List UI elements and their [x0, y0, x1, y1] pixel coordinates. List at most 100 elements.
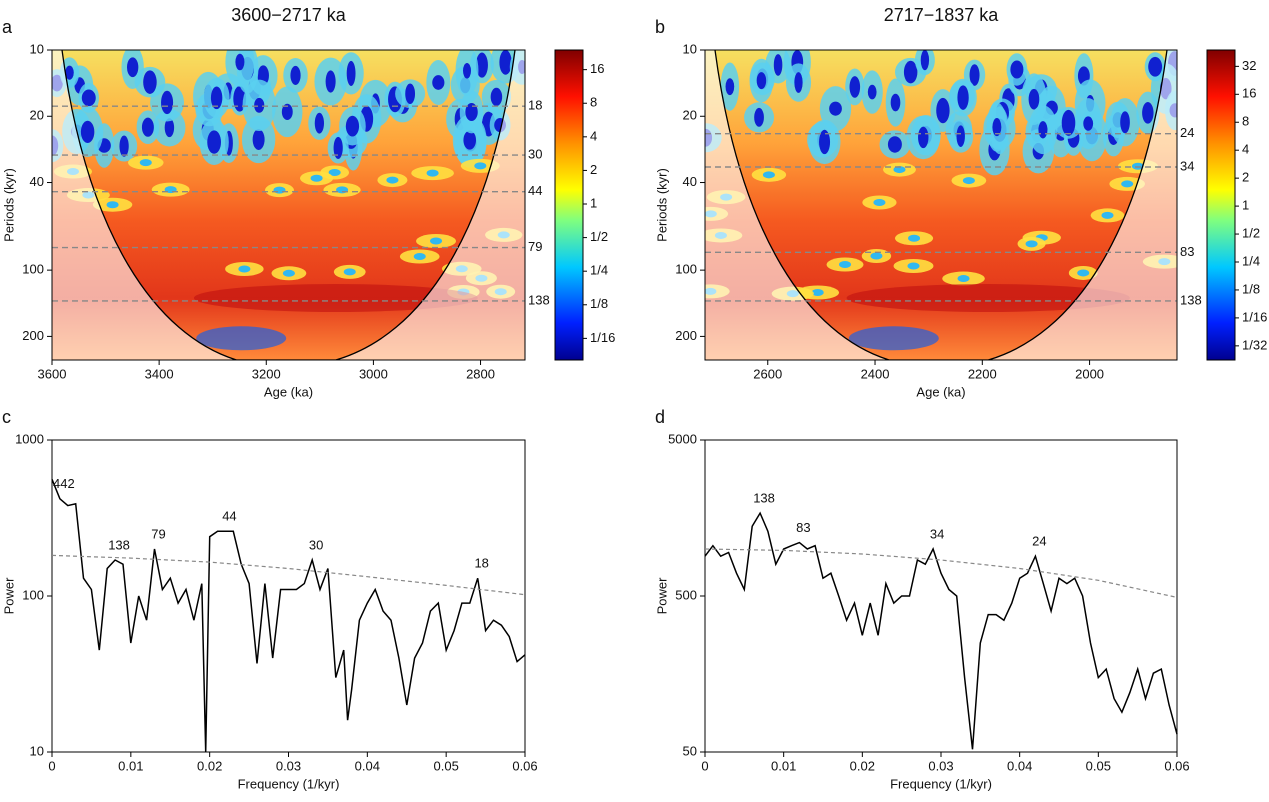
colorbar-tick-label: 1/8	[590, 296, 608, 311]
x-tick-label: 3400	[145, 366, 174, 381]
power-min	[829, 101, 842, 116]
power-lowmid	[413, 252, 426, 260]
peak-label: 44	[222, 509, 236, 524]
power-min	[918, 126, 929, 149]
panel-label: c	[2, 407, 11, 427]
colorbar-tick-label: 1/4	[590, 263, 608, 278]
cone-of-influence	[61, 50, 516, 360]
power-lowmid	[1101, 211, 1114, 219]
x-tick-label: 0	[701, 758, 708, 773]
peak-label: 442	[53, 476, 75, 491]
peak-label: 18	[474, 556, 488, 571]
colorbar-tick-label: 1	[1242, 198, 1249, 213]
power-lowmid	[474, 162, 487, 170]
power-lowmid	[238, 265, 251, 273]
power-lowmid	[957, 275, 970, 283]
power-min	[475, 52, 488, 78]
x-tick-label: 0	[48, 758, 55, 773]
colorbar-tick-label: 1/16	[590, 330, 615, 345]
spectrum-line	[704, 511, 1178, 750]
y-tick-label: 50	[683, 743, 697, 758]
x-tick-label: 0.06	[512, 758, 537, 773]
x-tick-label: 0.03	[276, 758, 301, 773]
colorbar-tick-label: 1/2	[1242, 225, 1260, 240]
power-min	[432, 75, 445, 90]
red-noise-line	[704, 548, 1178, 598]
colorbar	[1206, 49, 1236, 361]
power-min	[499, 50, 512, 75]
y-axis-label: Power	[654, 577, 669, 615]
colorbar-tick-label: 8	[1242, 114, 1249, 129]
power-lowmid	[1121, 180, 1134, 188]
y-tick-label: 40	[30, 174, 44, 189]
y-tick-label: 20	[30, 108, 44, 123]
power-min	[1148, 56, 1163, 77]
power-min	[333, 136, 343, 160]
power-min	[936, 97, 950, 124]
y-tick-label: 20	[683, 108, 697, 123]
power-lowmid	[139, 159, 152, 167]
chart-title: 2717−1837 ka	[884, 5, 1000, 25]
power-min	[252, 129, 265, 150]
period-label: 83	[1180, 244, 1194, 259]
power-min	[890, 93, 901, 112]
power-min	[126, 57, 139, 78]
period-label: 44	[528, 183, 542, 198]
power-min	[1010, 60, 1024, 79]
plot-frame	[51, 49, 526, 361]
power-min	[346, 60, 356, 86]
colorbar-tick-label: 4	[590, 128, 597, 143]
cone-mask	[52, 50, 525, 360]
peak-label: 138	[753, 491, 775, 506]
y-tick-label: 200	[675, 328, 697, 343]
y-tick-label: 10	[30, 41, 44, 56]
power-lowmid	[430, 237, 443, 245]
power-min	[849, 76, 861, 98]
y-tick-label: 10	[30, 743, 44, 758]
power-min	[490, 87, 503, 106]
power-min	[956, 125, 965, 147]
y-tick-label: 500	[675, 587, 697, 602]
x-tick-label: 0.01	[118, 758, 143, 773]
period-label: 79	[528, 239, 542, 254]
power-lowmid	[873, 198, 886, 206]
panel-label: b	[655, 17, 665, 37]
power-min	[465, 102, 478, 121]
power-lowmid	[1025, 240, 1038, 248]
red-noise-line	[51, 554, 526, 596]
power-min	[281, 103, 293, 120]
power-lowmid	[893, 166, 906, 174]
colorbar-tick-label: 1/16	[1242, 309, 1267, 324]
y-axis-label: Periods (kyr)	[1, 168, 16, 242]
power-lowmid	[310, 174, 323, 182]
panel-label: a	[2, 17, 13, 37]
power-min	[1028, 88, 1040, 110]
power-min	[119, 135, 129, 157]
power-min	[867, 84, 877, 100]
power-min	[405, 83, 416, 104]
y-tick-label: 10	[683, 41, 697, 56]
x-axis-label: Age (ka)	[916, 384, 965, 399]
power-min	[314, 112, 325, 134]
period-label: 24	[1180, 125, 1194, 140]
x-tick-label: 0.05	[1086, 758, 1111, 773]
power-min	[1061, 109, 1076, 136]
power-min	[819, 129, 831, 155]
power-min	[235, 53, 245, 71]
power-band	[846, 284, 1130, 312]
colorbar-tick-label: 16	[590, 61, 604, 76]
period-label: 138	[1180, 292, 1202, 307]
power-min	[920, 50, 930, 71]
colorbar	[554, 49, 584, 361]
y-tick-label: 200	[22, 328, 44, 343]
peak-label: 79	[151, 526, 165, 541]
y-tick-label: 40	[683, 174, 697, 189]
power-lowmid	[839, 261, 852, 269]
period-label: 30	[528, 146, 542, 161]
colorbar-tick-label: 1	[590, 195, 597, 210]
power-min	[254, 97, 265, 113]
peak-label: 24	[1032, 534, 1046, 549]
period-label: 138	[528, 292, 550, 307]
plot-frame	[704, 49, 1178, 361]
power-min	[80, 120, 95, 143]
